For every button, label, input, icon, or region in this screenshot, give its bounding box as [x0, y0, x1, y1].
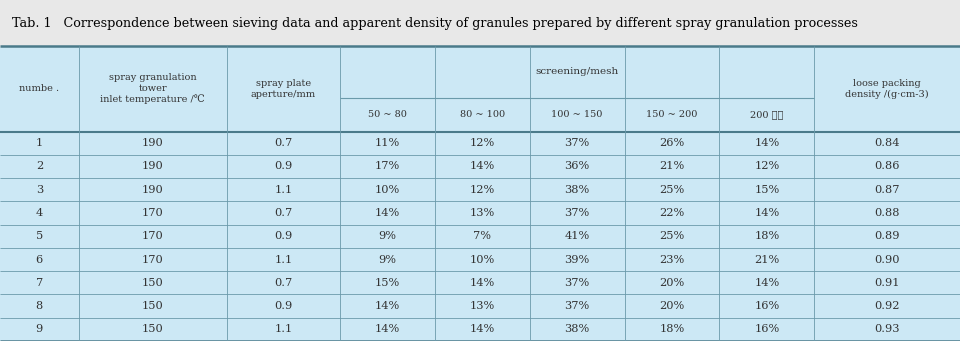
Text: 8: 8 — [36, 301, 43, 311]
Text: 170: 170 — [142, 255, 163, 265]
Text: 9%: 9% — [378, 255, 396, 265]
Text: 13%: 13% — [469, 301, 495, 311]
Text: 0.7: 0.7 — [275, 278, 293, 288]
Bar — [0, 0, 960, 46]
Text: 18%: 18% — [755, 231, 780, 241]
Text: 17%: 17% — [374, 162, 400, 172]
Text: 150 ~ 200: 150 ~ 200 — [646, 110, 698, 119]
Text: 0.84: 0.84 — [875, 138, 900, 148]
Text: numbe .: numbe . — [19, 84, 60, 93]
Text: 0.92: 0.92 — [875, 301, 900, 311]
Text: 7%: 7% — [473, 231, 492, 241]
Text: 11%: 11% — [374, 138, 400, 148]
Text: 0.90: 0.90 — [875, 255, 900, 265]
Text: 0.87: 0.87 — [875, 185, 900, 195]
Text: 14%: 14% — [374, 324, 400, 335]
Text: 21%: 21% — [660, 162, 684, 172]
Text: 100 ~ 150: 100 ~ 150 — [551, 110, 603, 119]
Text: 0.89: 0.89 — [875, 231, 900, 241]
Text: 150: 150 — [142, 301, 163, 311]
Text: 20%: 20% — [660, 278, 684, 288]
Text: 22%: 22% — [660, 208, 684, 218]
Text: Tab. 1   Correspondence between sieving data and apparent density of granules pr: Tab. 1 Correspondence between sieving da… — [12, 16, 857, 30]
Text: loose packing
density /(g·cm-3): loose packing density /(g·cm-3) — [846, 79, 929, 99]
Text: 0.86: 0.86 — [875, 162, 900, 172]
Text: 0.7: 0.7 — [275, 208, 293, 218]
Text: 41%: 41% — [564, 231, 589, 241]
Text: 190: 190 — [142, 185, 163, 195]
Text: 0.91: 0.91 — [875, 278, 900, 288]
Text: 12%: 12% — [469, 138, 495, 148]
Text: 26%: 26% — [660, 138, 684, 148]
Text: spray plate
aperture/mm: spray plate aperture/mm — [251, 79, 316, 99]
Text: 0.93: 0.93 — [875, 324, 900, 335]
Text: 150: 150 — [142, 278, 163, 288]
Text: 1: 1 — [36, 138, 43, 148]
Text: 14%: 14% — [374, 208, 400, 218]
Text: 12%: 12% — [469, 185, 495, 195]
Text: 25%: 25% — [660, 231, 684, 241]
Text: 13%: 13% — [469, 208, 495, 218]
Text: 190: 190 — [142, 162, 163, 172]
Text: 12%: 12% — [755, 162, 780, 172]
Text: 5: 5 — [36, 231, 43, 241]
Text: 0.9: 0.9 — [275, 301, 293, 311]
Text: 0.9: 0.9 — [275, 231, 293, 241]
Text: 9: 9 — [36, 324, 43, 335]
Text: 20%: 20% — [660, 301, 684, 311]
Text: 14%: 14% — [374, 301, 400, 311]
Text: 14%: 14% — [469, 324, 495, 335]
Text: 37%: 37% — [564, 278, 589, 288]
Text: 15%: 15% — [755, 185, 780, 195]
Text: 18%: 18% — [660, 324, 684, 335]
Text: 0.7: 0.7 — [275, 138, 293, 148]
Text: screening/mesh: screening/mesh — [536, 67, 619, 76]
Text: 37%: 37% — [564, 138, 589, 148]
Text: 170: 170 — [142, 231, 163, 241]
Text: 14%: 14% — [469, 162, 495, 172]
Text: 6: 6 — [36, 255, 43, 265]
Text: 80 ~ 100: 80 ~ 100 — [460, 110, 505, 119]
Text: 2: 2 — [36, 162, 43, 172]
Text: 14%: 14% — [755, 278, 780, 288]
Text: 38%: 38% — [564, 185, 589, 195]
Text: 1.1: 1.1 — [275, 255, 293, 265]
Text: 1.1: 1.1 — [275, 185, 293, 195]
Text: 190: 190 — [142, 138, 163, 148]
Text: 39%: 39% — [564, 255, 589, 265]
Text: 36%: 36% — [564, 162, 589, 172]
Text: 200 以上: 200 以上 — [750, 110, 783, 119]
Text: 7: 7 — [36, 278, 43, 288]
Text: 4: 4 — [36, 208, 43, 218]
Text: 38%: 38% — [564, 324, 589, 335]
Text: 16%: 16% — [755, 301, 780, 311]
Text: 16%: 16% — [755, 324, 780, 335]
Text: 25%: 25% — [660, 185, 684, 195]
Text: 50 ~ 80: 50 ~ 80 — [368, 110, 407, 119]
Text: 3: 3 — [36, 185, 43, 195]
Text: 10%: 10% — [469, 255, 495, 265]
Text: 14%: 14% — [755, 138, 780, 148]
Text: 14%: 14% — [755, 208, 780, 218]
Text: 21%: 21% — [755, 255, 780, 265]
Text: 14%: 14% — [469, 278, 495, 288]
Text: 170: 170 — [142, 208, 163, 218]
Text: 9%: 9% — [378, 231, 396, 241]
Text: 37%: 37% — [564, 208, 589, 218]
Text: 37%: 37% — [564, 301, 589, 311]
Text: 150: 150 — [142, 324, 163, 335]
Text: 1.1: 1.1 — [275, 324, 293, 335]
Text: 10%: 10% — [374, 185, 400, 195]
Text: 0.9: 0.9 — [275, 162, 293, 172]
Text: spray granulation
tower
inlet temperature /℃: spray granulation tower inlet temperatur… — [101, 73, 205, 104]
Text: 0.88: 0.88 — [875, 208, 900, 218]
Text: 23%: 23% — [660, 255, 684, 265]
Text: 15%: 15% — [374, 278, 400, 288]
